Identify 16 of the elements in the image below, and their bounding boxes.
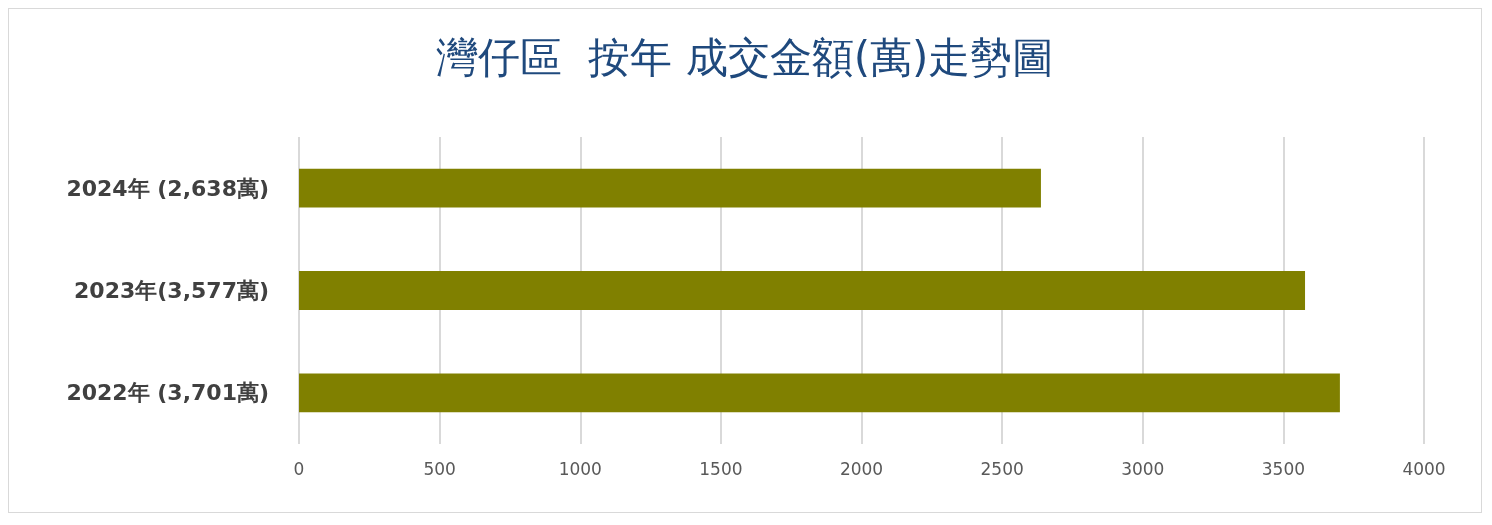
y-tick-label: 2022年 (3,701萬): [66, 380, 269, 406]
x-tick-label: 2500: [980, 458, 1024, 479]
bar: [299, 373, 1340, 413]
chart-title: 灣仔區 按年 成交金額(萬)走勢圖: [435, 32, 1055, 82]
x-tick-label: 0: [293, 458, 305, 479]
y-tick-label: 2023年(3,577萬): [74, 278, 269, 303]
x-tick-label: 3000: [1121, 458, 1165, 479]
x-tick-label: 3500: [1261, 458, 1306, 479]
bar: [299, 168, 1041, 208]
y-tick-label: 2024年 (2,638萬): [66, 175, 269, 201]
x-tick-label: 500: [423, 458, 456, 479]
x-tick-label: 2000: [839, 458, 884, 479]
x-tick-label: 1000: [558, 458, 602, 479]
bar: [299, 271, 1306, 310]
x-tick-label: 1500: [699, 458, 743, 479]
x-tick-label: 4000: [1402, 458, 1446, 479]
